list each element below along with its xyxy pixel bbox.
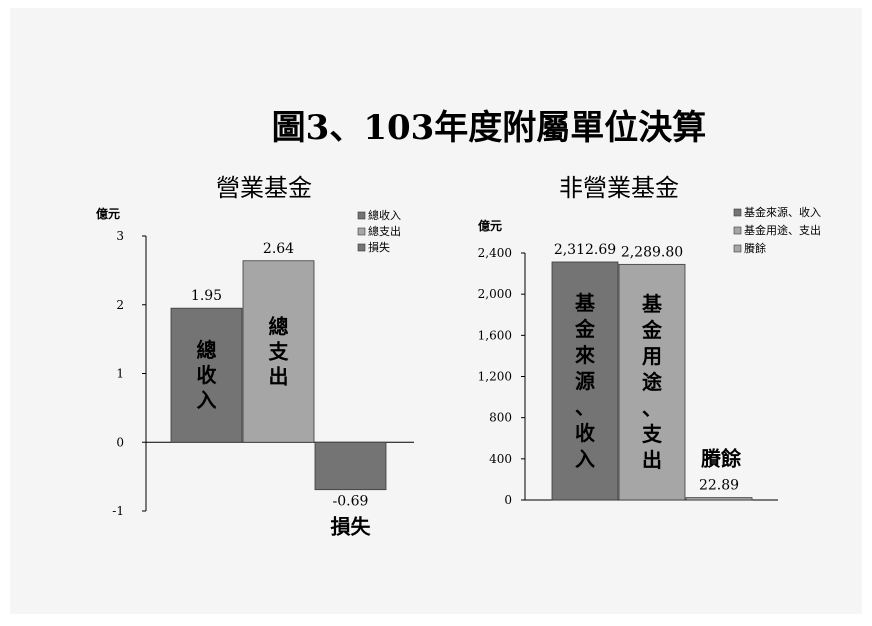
chart-1-data-label: 2.64: [263, 241, 294, 257]
chart-2-bar-inner-label: 收: [575, 421, 595, 445]
chart-1-legend-swatch: [357, 211, 366, 220]
chart-2-bar-outside-label: 賸餘: [701, 447, 742, 471]
chart-1-legend-label: 總收入: [368, 208, 401, 222]
chart-1-bar: [170, 307, 243, 443]
chart-1-legend-swatch: [357, 227, 366, 236]
chart-1-unit-label: 億元: [96, 206, 120, 221]
chart-1-bar-outside-label: 損失: [331, 515, 372, 539]
chart-2-y-tick-label: 2,400: [478, 246, 512, 260]
chart-2-y-tick-label: 800: [489, 411, 512, 425]
chart-2-data-label: 22.89: [699, 478, 739, 494]
chart-2-y-tick-label: 1,600: [478, 328, 512, 342]
chart-2-data-label: 2,289.80: [621, 244, 683, 260]
chart-1-bar-inner-label: 入: [197, 388, 217, 412]
chart-1-bar: [314, 441, 387, 491]
chart-2-bar-inner-label: 、: [575, 395, 595, 419]
chart-2-y-tick-label: 400: [489, 452, 512, 466]
chart-2: 非營業基金 億元 2,400 2,000 1,600 1,200 800 400 0 2,3…: [478, 174, 821, 507]
chart-2-bar-inner-label: 支: [642, 422, 663, 446]
chart-1-legend-label: 損失: [368, 240, 390, 254]
chart-2-bar: [685, 497, 753, 501]
chart-1-bar-inner-label: 收: [197, 363, 217, 387]
chart-2-bar: [551, 261, 619, 501]
chart-2-legend-label: 基金來源、收入: [744, 205, 821, 219]
chart-1-legend-swatch: [357, 243, 366, 252]
chart-2-bar-inner-label: 來: [575, 343, 595, 367]
chart-1-data-label: 1.95: [191, 288, 222, 304]
chart-2-bar-inner-label: 用: [642, 344, 662, 368]
chart-1-bar-inner-label: 出: [269, 365, 289, 389]
figure-title: 圖3、103年度附屬單位決算: [272, 108, 707, 148]
chart-1-y-tick-label: 2: [116, 298, 124, 312]
chart-2-legend-label: 賸餘: [744, 241, 766, 255]
chart-2-legend-swatch: [733, 208, 742, 217]
chart-2-bar: [618, 263, 686, 501]
chart-2-bar-inner-label: 源: [575, 369, 595, 393]
chart-1-data-label: -0.69: [333, 494, 369, 510]
chart-2-bar-inner-label: 金: [574, 317, 596, 341]
chart-2-y-tick-label: 2,000: [478, 287, 512, 301]
background-panel: [10, 8, 862, 614]
chart-2-bar-inner-label: 基: [642, 292, 663, 316]
chart-2-legend-swatch: [733, 226, 742, 235]
chart-2-bar-inner-label: 入: [575, 447, 595, 471]
chart-2-y-tick-label: 0: [504, 493, 512, 507]
chart-1-bar: [242, 260, 315, 443]
chart-1-y-tick-label: 3: [116, 229, 124, 243]
chart-2-title: 非營業基金: [559, 174, 679, 202]
chart-1-bar-inner-label: 支: [269, 340, 290, 364]
chart-2-y-tick-label: 1,200: [478, 370, 512, 384]
chart-2-legend-label: 基金用途、支出: [744, 223, 821, 237]
chart-1-bar-inner-label: 總: [197, 338, 217, 362]
chart-2-unit-label: 億元: [478, 218, 502, 233]
chart-2-bar-inner-label: 基: [575, 291, 596, 315]
chart-2-bar-inner-label: 途: [642, 370, 663, 394]
chart-2-bar-inner-label: 出: [642, 448, 662, 472]
chart-2-data-label: 2,312.69: [554, 242, 616, 258]
chart-1-bar-inner-label: 總: [269, 315, 289, 339]
chart-1-legend-label: 總支出: [368, 224, 401, 238]
chart-1-y-tick-label: 1: [116, 367, 124, 381]
chart-1-y-tick-label: -1: [112, 504, 124, 518]
chart-2-legend-swatch: [733, 244, 742, 253]
chart-1-y-tick-label: 0: [116, 435, 124, 449]
chart-2-bar-inner-label: 、: [642, 396, 662, 420]
chart-1-title: 營業基金: [216, 174, 312, 202]
chart-2-bar-inner-label: 金: [641, 318, 663, 342]
